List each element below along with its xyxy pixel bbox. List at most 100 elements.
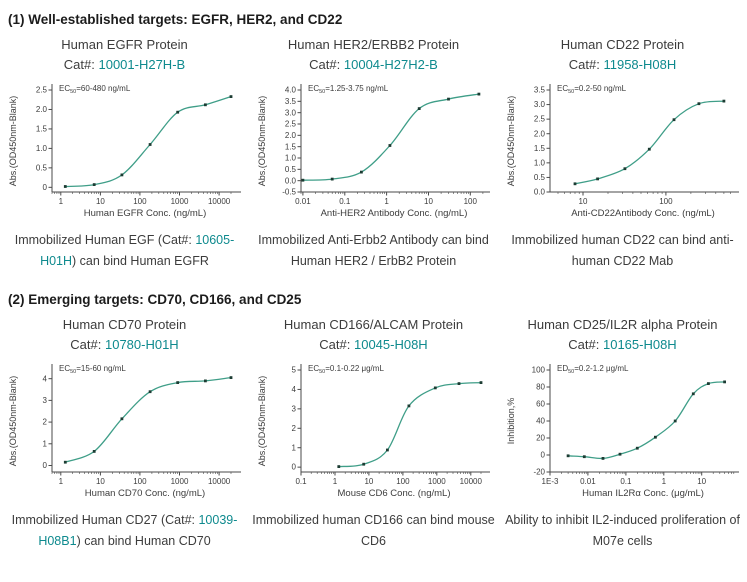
svg-text:Human EGFR Conc. (ng/mL): Human EGFR Conc. (ng/mL) — [83, 208, 205, 219]
catalog-number: 10045-H08H — [353, 337, 428, 352]
catalog-label: Cat#: — [319, 337, 351, 352]
svg-text:5: 5 — [291, 366, 296, 375]
svg-text:0: 0 — [42, 461, 47, 470]
binding-curve-chart: 0 1 2 3 4 1 10 100 1000 10000 EC50=15-60 ng/mL Huma… — [8, 364, 241, 499]
svg-text:3.5: 3.5 — [284, 97, 296, 106]
svg-text:1.5: 1.5 — [35, 125, 47, 134]
svg-text:Abs.(OD450nm-Blank): Abs.(OD450nm-Blank) — [506, 96, 516, 187]
svg-text:100: 100 — [463, 197, 477, 206]
chart-title: Human CD25/IL2R alpha Protein — [527, 317, 718, 332]
svg-text:Abs.(OD450nm-Blank): Abs.(OD450nm-Blank) — [257, 376, 267, 467]
caption-text: ) can bind Human EGFR — [72, 254, 209, 268]
svg-text:100: 100 — [133, 477, 147, 486]
svg-text:1.0: 1.0 — [284, 154, 296, 163]
svg-text:0: 0 — [291, 463, 296, 472]
svg-text:Abs.(OD450nm-Blank): Abs.(OD450nm-Blank) — [257, 96, 267, 187]
svg-text:1000: 1000 — [170, 477, 188, 486]
binding-curve-chart: 0.0 0.5 1.0 1.5 2.0 2.5 3.0 3.5 10 100 EC50=0.2-50… — [506, 84, 739, 219]
catalog-number: 10780-H01H — [104, 337, 179, 352]
svg-text:2: 2 — [42, 418, 47, 427]
svg-text:EC50=0.2-50 ng/mL: EC50=0.2-50 ng/mL — [557, 84, 627, 95]
svg-text:0.01: 0.01 — [580, 477, 596, 486]
svg-text:40: 40 — [536, 417, 545, 426]
svg-text:0.0: 0.0 — [533, 188, 545, 197]
catalog-number: 10001-H27H-B — [98, 57, 186, 72]
section-header: (1) Well-established targets: EGFR, HER2… — [8, 12, 343, 27]
chart-title: Human HER2/ERBB2 Protein — [287, 37, 460, 52]
caption-text: Immobilized human CD22 can bind anti-hum… — [511, 233, 734, 268]
svg-text:3.0: 3.0 — [533, 100, 545, 109]
svg-text:0.0: 0.0 — [284, 176, 296, 185]
svg-text:2.5: 2.5 — [35, 86, 47, 95]
svg-text:Abs.(OD450nm-Blank): Abs.(OD450nm-Blank) — [8, 96, 18, 187]
svg-text:100: 100 — [531, 366, 545, 375]
svg-text:0.01: 0.01 — [295, 197, 311, 206]
binding-curve-chart: -20 0 20 40 60 80 100 1E-3 0.01 0.1 1 10 ED50=0.2-1.… — [506, 364, 739, 499]
svg-text:100: 100 — [396, 477, 410, 486]
caption-text: Immobilized human CD166 can bind mouse C… — [252, 513, 495, 548]
svg-text:3: 3 — [42, 396, 47, 405]
catalog-number: 11958-H08H — [603, 57, 677, 72]
svg-text:Human IL2Rα Conc. (μg/mL): Human IL2Rα Conc. (μg/mL) — [582, 488, 704, 499]
svg-text:0.5: 0.5 — [284, 165, 296, 174]
svg-text:3: 3 — [291, 405, 296, 414]
chart-row: Human CD70 Protein Cat#: 10780-H01H 0 1 2 3… — [0, 307, 747, 552]
svg-text:-0.5: -0.5 — [282, 188, 296, 197]
svg-text:EC50=15-60 ng/mL: EC50=15-60 ng/mL — [59, 364, 126, 375]
caption-text: Ability to inhibit IL2-induced prolifera… — [505, 513, 740, 548]
svg-text:0.1: 0.1 — [620, 477, 632, 486]
panel-cd22: Human CD22 Protein Cat#: 11958-H08H 0.0 0… — [498, 27, 747, 272]
svg-text:10: 10 — [364, 477, 373, 486]
catalog-label: Cat#: — [309, 57, 341, 72]
svg-text:10: 10 — [697, 477, 706, 486]
catalog-line: Cat#: 10045-H08H — [249, 337, 498, 352]
caption-catalog-number: 10605-H01H — [40, 233, 235, 268]
panel-her2: Human HER2/ERBB2 Protein Cat#: 10004-H27… — [249, 27, 498, 272]
svg-text:10000: 10000 — [207, 197, 230, 206]
svg-text:1: 1 — [58, 197, 63, 206]
svg-text:Anti-CD22Antibody Conc. (ng/mL: Anti-CD22Antibody Conc. (ng/mL) — [571, 208, 715, 219]
svg-text:Anti-HER2 Antibody Conc. (ng/m: Anti-HER2 Antibody Conc. (ng/mL) — [320, 208, 467, 219]
svg-text:4: 4 — [291, 385, 296, 394]
caption-text: Immobilized Human EGF (Cat#: — [14, 233, 196, 247]
svg-text:EC50=60-480 ng/mL: EC50=60-480 ng/mL — [59, 84, 131, 95]
chart-caption: Immobilized Human CD27 (Cat#: 10039-H08B… — [1, 510, 248, 552]
catalog-label: Cat#: — [70, 337, 102, 352]
svg-text:1E-3: 1E-3 — [541, 477, 558, 486]
svg-text:1000: 1000 — [170, 197, 188, 206]
svg-text:1: 1 — [384, 197, 389, 206]
chart-title: Human CD166/ALCAM Protein — [283, 317, 464, 332]
svg-text:2.0: 2.0 — [35, 105, 47, 114]
svg-text:3.0: 3.0 — [284, 108, 296, 117]
catalog-label: Cat#: — [63, 57, 95, 72]
svg-text:1.0: 1.0 — [533, 159, 545, 168]
chart-caption: Immobilized Human EGF (Cat#: 10605-H01H)… — [1, 230, 248, 272]
catalog-number: 10165-H08H — [602, 337, 677, 352]
svg-text:60: 60 — [536, 400, 545, 409]
svg-text:0: 0 — [540, 451, 545, 460]
svg-text:1: 1 — [332, 477, 337, 486]
catalog-number: 10004-H27H2-B — [343, 57, 438, 72]
panel-cd70: Human CD70 Protein Cat#: 10780-H01H 0 1 2 3… — [0, 307, 249, 552]
svg-text:Human CD70 Conc. (ng/mL): Human CD70 Conc. (ng/mL) — [84, 488, 204, 499]
svg-text:-20: -20 — [533, 468, 545, 477]
svg-text:80: 80 — [536, 383, 545, 392]
svg-text:1000: 1000 — [427, 477, 445, 486]
svg-text:2.0: 2.0 — [284, 131, 296, 140]
svg-text:0.5: 0.5 — [35, 164, 47, 173]
binding-curve-chart: -0.5 0.0 0.5 1.0 1.5 2.0 2.5 3.0 3.5 4.0 0.01 0.1 1 1… — [257, 84, 490, 219]
chart-caption: Ability to inhibit IL2-induced prolifera… — [499, 510, 746, 552]
svg-text:100: 100 — [659, 197, 673, 206]
svg-text:10000: 10000 — [207, 477, 230, 486]
svg-text:2.5: 2.5 — [284, 120, 296, 129]
section-well-established: (1) Well-established targets: EGFR, HER2… — [0, 0, 747, 272]
panel-cd25: Human CD25/IL2R alpha Protein Cat#: 1016… — [498, 307, 747, 552]
svg-text:0.1: 0.1 — [295, 477, 307, 486]
chart-caption: Immobilized human CD166 can bind mouse C… — [250, 510, 497, 552]
svg-text:ED50=0.2-1.2 μg/mL: ED50=0.2-1.2 μg/mL — [557, 364, 629, 375]
svg-text:1.0: 1.0 — [35, 144, 47, 153]
svg-text:100: 100 — [133, 197, 147, 206]
svg-text:1.5: 1.5 — [284, 142, 296, 151]
chart-caption: Immobilized human CD22 can bind anti-hum… — [499, 230, 746, 272]
catalog-line: Cat#: 10001-H27H-B — [0, 57, 249, 72]
